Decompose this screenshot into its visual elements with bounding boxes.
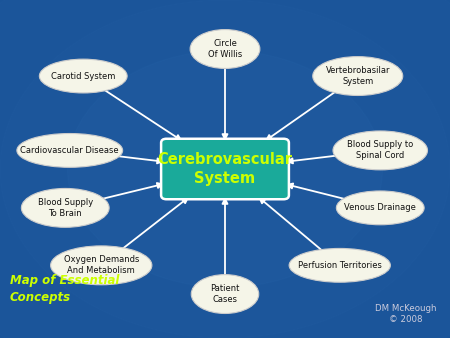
Text: Blood Supply
To Brain: Blood Supply To Brain — [38, 198, 93, 218]
Text: Patient
Cases: Patient Cases — [210, 284, 240, 304]
Text: Oxygen Demands
And Metabolism: Oxygen Demands And Metabolism — [63, 255, 139, 275]
Ellipse shape — [22, 189, 109, 227]
Ellipse shape — [50, 246, 152, 285]
Circle shape — [68, 51, 382, 287]
Ellipse shape — [190, 30, 260, 68]
Text: Map of Essential
Concepts: Map of Essential Concepts — [10, 274, 119, 304]
Text: Circle
Of Willis: Circle Of Willis — [208, 39, 242, 59]
Ellipse shape — [17, 134, 122, 167]
FancyBboxPatch shape — [161, 139, 289, 199]
Ellipse shape — [313, 57, 403, 96]
Text: Vertebrobasilar
System: Vertebrobasilar System — [325, 66, 390, 86]
Text: Carotid System: Carotid System — [51, 72, 116, 80]
Text: Cerebrovascular
System: Cerebrovascular System — [158, 152, 292, 186]
Text: DM McKeough
© 2008: DM McKeough © 2008 — [375, 304, 436, 324]
Ellipse shape — [337, 191, 424, 225]
Text: Perfusion Territories: Perfusion Territories — [298, 261, 382, 270]
Text: Blood Supply to
Spinal Cord: Blood Supply to Spinal Cord — [347, 140, 414, 161]
Text: Cardiovascular Disease: Cardiovascular Disease — [20, 146, 119, 155]
Ellipse shape — [289, 248, 391, 282]
Ellipse shape — [333, 131, 428, 170]
Ellipse shape — [40, 59, 127, 93]
Text: Venous Drainage: Venous Drainage — [344, 203, 416, 212]
Ellipse shape — [191, 274, 259, 314]
